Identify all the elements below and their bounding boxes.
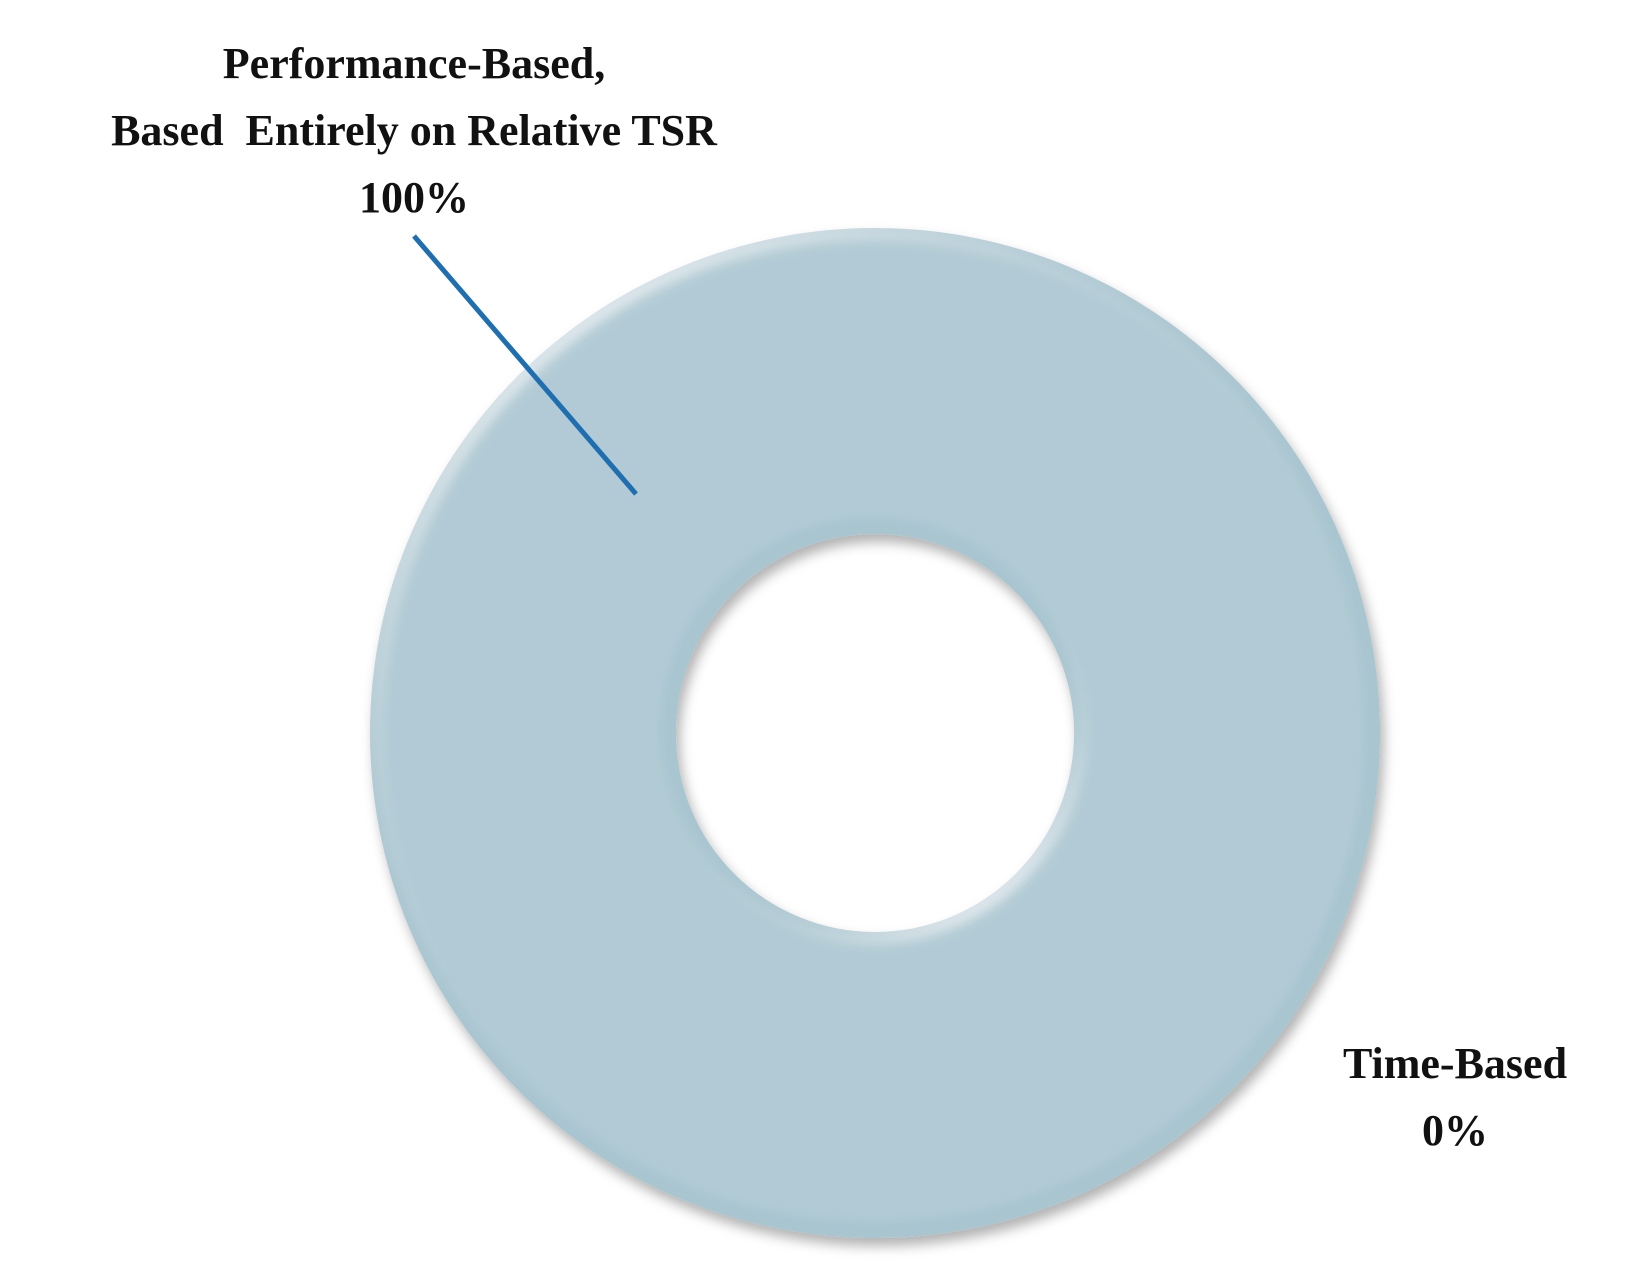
- value-label: 0%: [1422, 1106, 1488, 1155]
- slice-label: Performance-Based,: [223, 39, 605, 88]
- value-label: 100%: [359, 173, 469, 222]
- donut-slice: [370, 228, 1380, 1238]
- leader-line: [412, 234, 638, 496]
- slice-label: Time-Based: [1343, 1039, 1567, 1088]
- slice-label: Based Entirely on Relative TSR: [111, 106, 718, 155]
- slices: [370, 228, 1380, 1238]
